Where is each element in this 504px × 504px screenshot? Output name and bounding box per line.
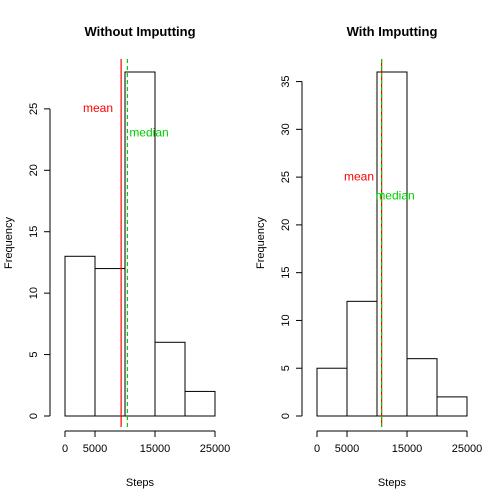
y-tick-label: 15 bbox=[280, 267, 292, 279]
chart-title: Without Imputting bbox=[84, 24, 195, 39]
y-tick-label: 5 bbox=[28, 352, 40, 358]
y-tick-label: 20 bbox=[280, 219, 292, 231]
y-tick-label: 35 bbox=[280, 75, 292, 87]
y-tick-label: 25 bbox=[28, 103, 40, 115]
x-tick-label: 5000 bbox=[335, 443, 359, 455]
panel-with-imputting: With Imputting Steps Frequency 0 5 10 15 20 2… bbox=[255, 24, 482, 489]
x-tick-label: 0 bbox=[62, 443, 68, 455]
histogram-bar bbox=[346, 300, 378, 417]
histogram-bar bbox=[406, 358, 438, 417]
median-annotation: median bbox=[129, 126, 168, 140]
histogram-bar bbox=[64, 255, 96, 417]
x-tick-label: 15000 bbox=[392, 443, 423, 455]
histogram-bar bbox=[376, 71, 408, 417]
plot-area: 0 5 10 15 20 25 0 5000 15000 25000 mean median bbox=[28, 59, 230, 455]
x-tick-label: 25000 bbox=[200, 443, 231, 455]
x-axis-label: Steps bbox=[126, 477, 155, 489]
x-tick-label: 5000 bbox=[83, 443, 107, 455]
histogram-bar bbox=[316, 367, 348, 417]
histogram-bar bbox=[436, 396, 468, 417]
y-axis-label: Frequency bbox=[255, 217, 267, 269]
y-tick-label: 30 bbox=[280, 123, 292, 135]
y-tick-label: 25 bbox=[280, 171, 292, 183]
y-tick-label: 5 bbox=[280, 365, 292, 371]
y-tick-label: 15 bbox=[28, 226, 40, 238]
y-tick-label: 20 bbox=[28, 164, 40, 176]
x-tick-label: 0 bbox=[314, 443, 320, 455]
histogram-bar bbox=[154, 341, 186, 417]
y-tick-label: 0 bbox=[28, 413, 40, 419]
median-annotation: median bbox=[375, 188, 414, 202]
histogram-bar bbox=[124, 71, 156, 417]
x-axis-label: Steps bbox=[378, 477, 407, 489]
x-tick-label: 25000 bbox=[452, 443, 483, 455]
panel-without-imputting: Without Imputting Steps Frequency 0 5 10 15… bbox=[3, 24, 230, 489]
y-tick-label: 10 bbox=[280, 314, 292, 326]
histogram-bar bbox=[184, 390, 216, 417]
y-axis-label: Frequency bbox=[3, 217, 15, 269]
mean-annotation: mean bbox=[83, 101, 113, 115]
mean-annotation: mean bbox=[344, 169, 374, 183]
y-tick-label: 0 bbox=[280, 413, 292, 419]
x-tick-label: 15000 bbox=[140, 443, 171, 455]
histogram-bar bbox=[94, 268, 126, 417]
y-tick-label: 10 bbox=[28, 287, 40, 299]
chart-title: With Imputting bbox=[347, 24, 438, 39]
